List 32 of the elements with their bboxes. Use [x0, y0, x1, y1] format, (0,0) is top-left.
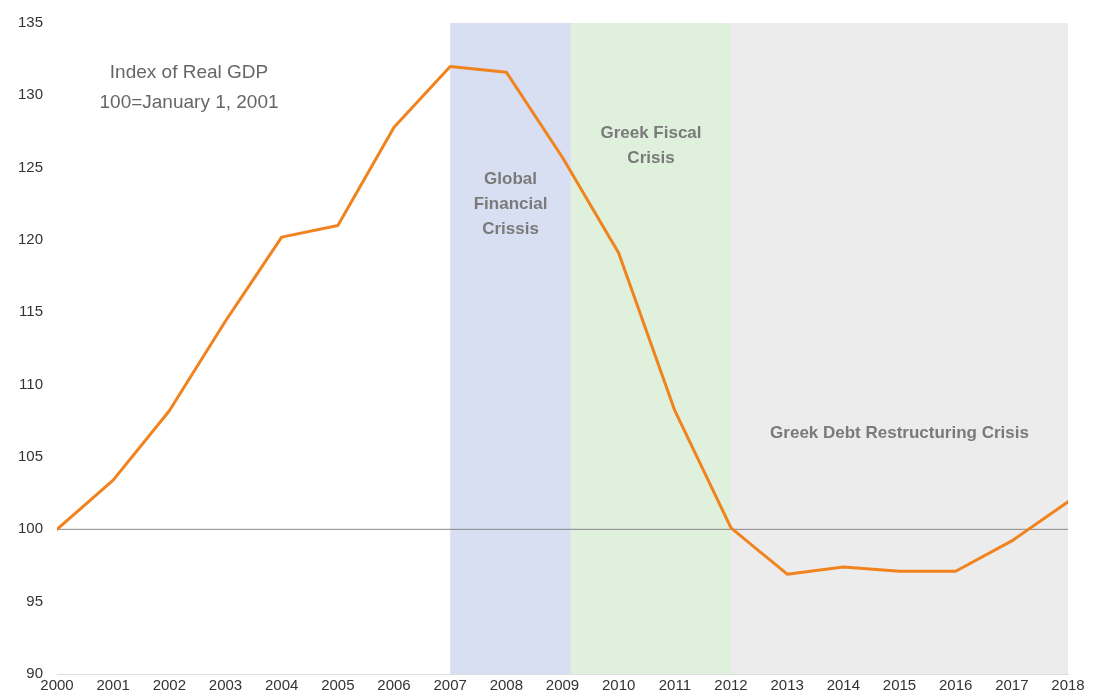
x-tick-label: 2013	[770, 676, 804, 694]
x-tick-label: 2011	[658, 676, 691, 694]
x-tick-label: 2009	[545, 676, 580, 694]
y-tick-label: 135	[18, 13, 44, 31]
band-label: Greek Fiscal Crisis	[600, 123, 702, 168]
x-tick-label: 2006	[377, 676, 411, 694]
y-tick-label: 110	[19, 374, 44, 392]
x-tick-label: 2002	[152, 676, 187, 694]
x-tick-label: 2003	[208, 676, 243, 694]
y-tick-label: 105	[18, 447, 44, 465]
y-tick-label: 125	[18, 157, 44, 175]
band-label: Global Financial Crissis	[473, 168, 548, 238]
y-tick-label: 100	[18, 519, 44, 537]
x-tick-label: 2018	[1051, 676, 1085, 694]
x-tick-label: 2010	[601, 676, 636, 694]
x-tick-label: 2014	[826, 676, 861, 694]
x-tick-label: 2012	[714, 676, 748, 694]
x-tick-label: 2017	[995, 676, 1029, 694]
y-tick-label: 120	[18, 230, 44, 248]
x-tick-label: 2004	[265, 676, 299, 694]
x-tick-label: 2016	[938, 676, 973, 694]
x-tick-label: 2007	[433, 676, 467, 694]
y-tick-label: 115	[19, 302, 44, 320]
x-tick-label: 2015	[882, 676, 917, 694]
text: Index of Real GDP	[109, 61, 269, 83]
text: 100=January 1, 2001	[99, 91, 279, 113]
x-tick-label: 2008	[489, 676, 524, 694]
y-tick-label: 95	[26, 591, 44, 609]
x-tick-label: 2001	[96, 676, 130, 694]
x-tick-label: 2005	[321, 676, 355, 694]
band-label: Greek Debt Restructuring Crisis	[770, 422, 1029, 442]
y-tick-label: 130	[18, 85, 44, 103]
